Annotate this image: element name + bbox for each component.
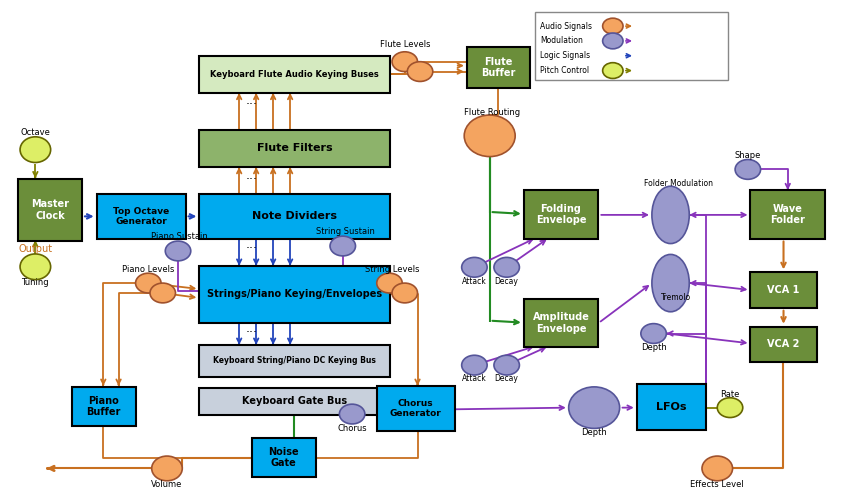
Text: ...: ... [246,169,258,182]
Text: ...: ... [246,322,258,335]
Text: Effects Level: Effects Level [690,480,744,489]
Text: Pitch Control: Pitch Control [540,66,589,75]
Ellipse shape [377,273,402,293]
Text: Shape: Shape [734,151,761,160]
Ellipse shape [494,355,520,375]
Text: Attack: Attack [462,374,486,384]
Text: LFOs: LFOs [656,402,687,412]
Ellipse shape [652,254,689,312]
Text: Piano Levels: Piano Levels [122,265,175,274]
Text: Logic Signals: Logic Signals [540,51,590,60]
Ellipse shape [20,137,50,163]
Text: Noise
Gate: Noise Gate [268,447,299,468]
Text: String Levels: String Levels [365,265,419,274]
FancyBboxPatch shape [638,20,725,45]
Ellipse shape [602,18,623,34]
Text: VCA 2: VCA 2 [768,339,800,349]
Ellipse shape [464,115,515,157]
Text: Top Octave
Generator: Top Octave Generator [113,207,170,226]
FancyBboxPatch shape [636,384,706,430]
Text: Keyboard Gate Bus: Keyboard Gate Bus [242,397,348,407]
FancyBboxPatch shape [751,327,817,362]
Ellipse shape [330,236,355,256]
FancyBboxPatch shape [377,386,455,431]
FancyBboxPatch shape [751,272,817,308]
Text: Audio Signals: Audio Signals [540,21,592,31]
Text: Flute
Buffer: Flute Buffer [481,57,515,79]
FancyBboxPatch shape [638,51,725,76]
Text: VCA 1: VCA 1 [768,285,800,295]
Text: Note Dividers: Note Dividers [252,211,337,221]
Text: Decay: Decay [495,374,519,384]
Text: Keyboard String/Piano DC Keying Bus: Keyboard String/Piano DC Keying Bus [213,356,377,365]
Ellipse shape [602,63,623,79]
FancyBboxPatch shape [524,299,598,347]
Ellipse shape [568,387,619,428]
FancyBboxPatch shape [96,194,186,239]
Text: ...: ... [246,238,258,251]
Text: Enhancements: Enhancements [650,59,713,68]
FancyBboxPatch shape [199,194,390,239]
FancyBboxPatch shape [72,387,135,426]
FancyBboxPatch shape [467,47,531,88]
Text: ...: ... [246,94,258,107]
Text: Output: Output [19,244,53,253]
Text: Folding
Envelope: Folding Envelope [536,204,586,225]
Text: Rate: Rate [720,390,740,399]
Text: Keyboard Flute Audio Keying Buses: Keyboard Flute Audio Keying Buses [210,70,379,79]
FancyBboxPatch shape [751,190,825,239]
Ellipse shape [652,186,689,244]
Text: Tuning: Tuning [21,278,49,287]
Text: Attack: Attack [462,277,486,286]
FancyBboxPatch shape [199,388,390,415]
Text: Folder Modulation: Folder Modulation [644,179,713,188]
Text: Master
Clock: Master Clock [32,199,69,221]
Ellipse shape [20,254,50,280]
FancyBboxPatch shape [19,179,82,241]
Ellipse shape [165,241,191,261]
Text: Piano Sustain: Piano Sustain [152,232,208,241]
Text: Chorus: Chorus [337,424,367,433]
Text: Volume: Volume [152,480,182,489]
Text: Chorus
Generator: Chorus Generator [390,399,441,418]
Text: Original PAiA: Original PAiA [653,28,710,37]
Text: Flute Routing: Flute Routing [464,108,521,117]
Text: Amplitude
Envelope: Amplitude Envelope [532,312,590,334]
FancyBboxPatch shape [524,190,598,239]
Ellipse shape [152,456,182,481]
Ellipse shape [462,257,487,277]
Ellipse shape [602,33,623,49]
Text: Octave: Octave [20,128,50,137]
FancyBboxPatch shape [199,130,390,167]
Ellipse shape [462,355,487,375]
Ellipse shape [702,456,733,481]
Text: Piano
Buffer: Piano Buffer [87,396,121,417]
Ellipse shape [407,62,433,82]
Ellipse shape [339,404,365,424]
FancyBboxPatch shape [535,12,728,81]
Ellipse shape [392,52,417,72]
Text: String Sustain: String Sustain [316,227,375,236]
Text: Strings/Piano Keying/Envelopes: Strings/Piano Keying/Envelopes [207,289,383,299]
Text: Depth: Depth [641,343,666,352]
Text: Flute Levels: Flute Levels [380,40,431,49]
Ellipse shape [150,283,176,303]
Text: Flute Filters: Flute Filters [257,144,332,154]
Ellipse shape [735,160,761,179]
FancyBboxPatch shape [199,266,390,323]
Text: Tremolo: Tremolo [661,293,692,302]
Text: Modulation: Modulation [540,36,583,45]
Ellipse shape [494,257,520,277]
Ellipse shape [717,398,743,417]
Ellipse shape [641,324,666,343]
Text: Decay: Decay [495,277,519,286]
Ellipse shape [392,283,417,303]
Ellipse shape [135,273,161,293]
Text: Wave
Folder: Wave Folder [770,204,805,225]
Text: Depth: Depth [581,428,607,437]
FancyBboxPatch shape [199,345,390,377]
FancyBboxPatch shape [252,438,315,477]
FancyBboxPatch shape [199,56,390,93]
